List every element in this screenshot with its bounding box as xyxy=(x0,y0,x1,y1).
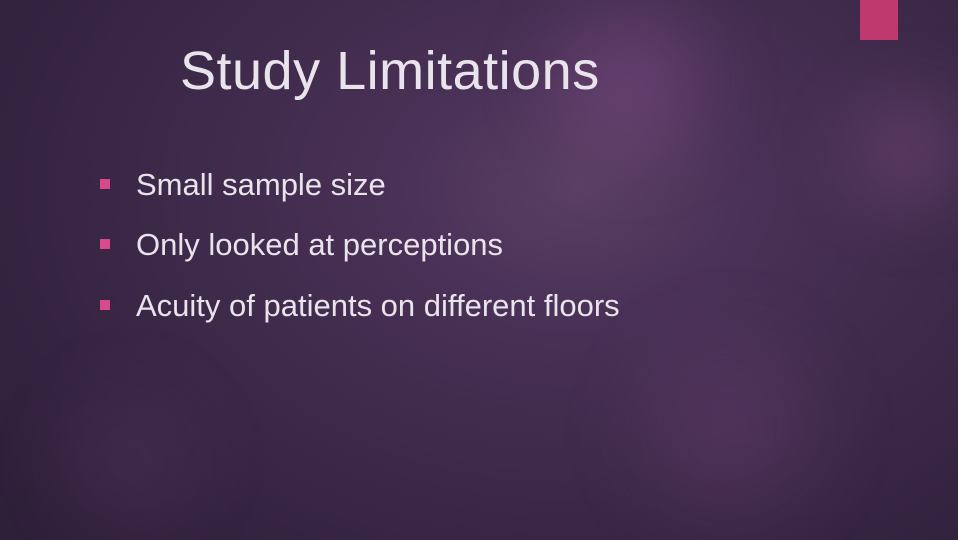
bullet-text: Acuity of patients on different floors xyxy=(136,286,620,326)
background-blob xyxy=(30,360,230,540)
bullet-item: Acuity of patients on different floors xyxy=(100,286,878,326)
bullet-text: Small sample size xyxy=(136,165,386,205)
bullet-marker-icon xyxy=(100,300,110,310)
accent-tab xyxy=(860,0,898,40)
bullet-item: Small sample size xyxy=(100,165,878,205)
slide: Study Limitations Small sample size Only… xyxy=(0,0,958,540)
bullet-marker-icon xyxy=(100,239,110,249)
slide-body: Small sample size Only looked at percept… xyxy=(100,165,878,346)
slide-title: Study Limitations xyxy=(180,40,600,102)
bullet-item: Only looked at perceptions xyxy=(100,225,878,265)
bullet-marker-icon xyxy=(100,179,110,189)
bullet-text: Only looked at perceptions xyxy=(136,225,503,265)
